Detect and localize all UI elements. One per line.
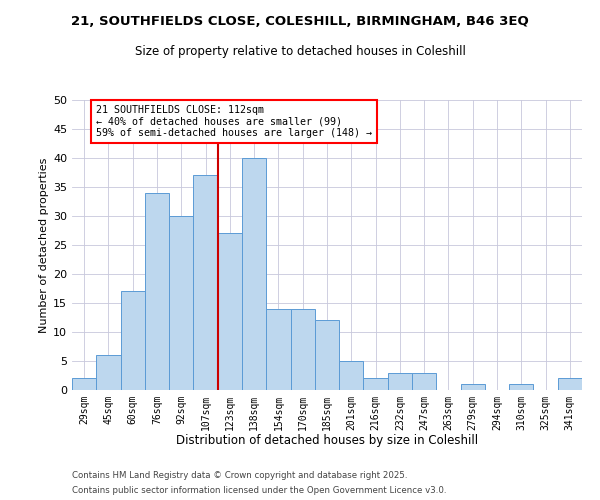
Bar — [509, 384, 533, 390]
Bar — [242, 158, 266, 390]
Bar — [266, 309, 290, 390]
Text: 21, SOUTHFIELDS CLOSE, COLESHILL, BIRMINGHAM, B46 3EQ: 21, SOUTHFIELDS CLOSE, COLESHILL, BIRMIN… — [71, 15, 529, 28]
Bar — [339, 361, 364, 390]
Text: Contains HM Land Registry data © Crown copyright and database right 2025.: Contains HM Land Registry data © Crown c… — [72, 471, 407, 480]
Bar — [145, 193, 169, 390]
X-axis label: Distribution of detached houses by size in Coleshill: Distribution of detached houses by size … — [176, 434, 478, 448]
Bar — [558, 378, 582, 390]
Bar — [388, 372, 412, 390]
Bar — [72, 378, 96, 390]
Bar — [412, 372, 436, 390]
Bar — [96, 355, 121, 390]
Bar — [290, 309, 315, 390]
Text: Size of property relative to detached houses in Coleshill: Size of property relative to detached ho… — [134, 45, 466, 58]
Bar — [193, 176, 218, 390]
Bar — [315, 320, 339, 390]
Bar — [121, 292, 145, 390]
Bar — [218, 234, 242, 390]
Bar — [461, 384, 485, 390]
Y-axis label: Number of detached properties: Number of detached properties — [39, 158, 49, 332]
Text: 21 SOUTHFIELDS CLOSE: 112sqm
← 40% of detached houses are smaller (99)
59% of se: 21 SOUTHFIELDS CLOSE: 112sqm ← 40% of de… — [96, 104, 372, 138]
Bar — [364, 378, 388, 390]
Text: Contains public sector information licensed under the Open Government Licence v3: Contains public sector information licen… — [72, 486, 446, 495]
Bar — [169, 216, 193, 390]
